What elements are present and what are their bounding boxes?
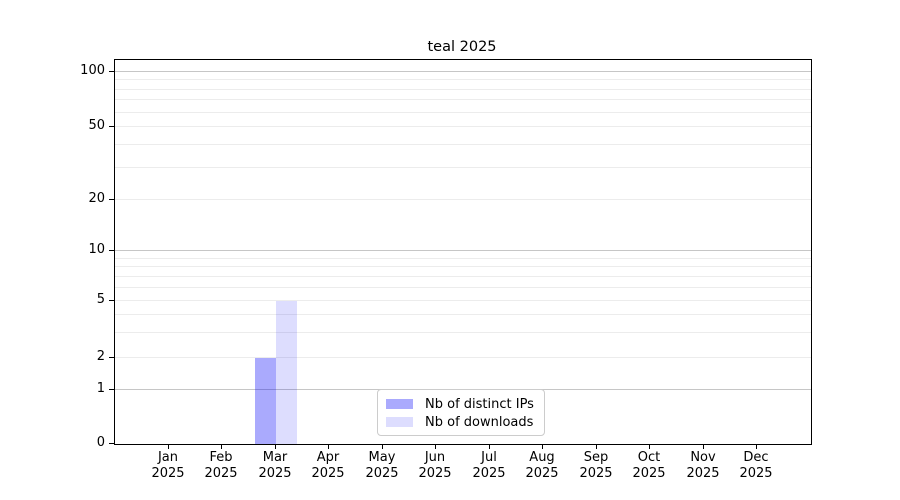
gridline-minor-3 (115, 332, 811, 333)
legend-row-distinct-ips: Nb of distinct IPs (386, 395, 536, 413)
x-tick-month-mar: Mar (262, 450, 288, 465)
x-tick-oct (649, 444, 650, 449)
x-tick-label-may: May 2025 (350, 450, 414, 482)
x-tick-year-jan: 2025 (151, 466, 185, 481)
x-tick-jun (435, 444, 436, 449)
x-tick-label-mar: Mar 2025 (243, 450, 307, 482)
y-tick-20 (109, 199, 114, 200)
gridline-minor-30 (115, 167, 811, 168)
x-tick-year-may: 2025 (365, 466, 399, 481)
x-tick-label-nov: Nov 2025 (671, 450, 735, 482)
x-tick-year-oct: 2025 (632, 466, 666, 481)
x-tick-year-mar: 2025 (258, 466, 292, 481)
legend-row-downloads: Nb of downloads (386, 413, 536, 431)
y-tick-5 (109, 300, 114, 301)
gridline-minor-5 (115, 300, 811, 301)
x-tick-year-sep: 2025 (579, 466, 613, 481)
gridline-minor-20 (115, 199, 811, 200)
x-tick-label-aug: Aug 2025 (510, 450, 574, 482)
chart-title: teal 2025 (427, 39, 497, 55)
legend-label-downloads: Nb of downloads (425, 414, 534, 430)
y-tick-1 (109, 389, 114, 390)
gridline-major-100 (115, 71, 811, 72)
x-tick-month-apr: Apr (316, 450, 340, 465)
x-tick-dec (756, 444, 757, 449)
x-tick-feb (221, 444, 222, 449)
gridline-minor-4 (115, 314, 811, 315)
gridline-minor-8 (115, 266, 811, 267)
x-tick-month-jul: Jul (481, 450, 497, 465)
y-tick-label-5: 5 (96, 292, 105, 307)
x-tick-label-jun: Jun 2025 (403, 450, 467, 482)
gridline-minor-7 (115, 276, 811, 277)
x-tick-may (382, 444, 383, 449)
bar-nb-of-downloads-mar (276, 301, 297, 444)
gridline-minor-70 (115, 99, 811, 100)
x-tick-year-nov: 2025 (686, 466, 720, 481)
x-tick-year-apr: 2025 (311, 466, 345, 481)
x-tick-month-may: May (368, 450, 396, 465)
y-tick-label-50: 50 (88, 118, 105, 133)
x-tick-month-feb: Feb (209, 450, 233, 465)
y-tick-2 (109, 357, 114, 358)
x-tick-month-aug: Aug (529, 450, 555, 465)
x-tick-jan (168, 444, 169, 449)
y-tick-50 (109, 126, 114, 127)
x-tick-apr (328, 444, 329, 449)
x-tick-year-aug: 2025 (525, 466, 559, 481)
legend-swatch-downloads (386, 417, 413, 427)
legend: Nb of distinct IPs Nb of downloads (377, 389, 545, 436)
x-tick-label-oct: Oct 2025 (617, 450, 681, 482)
plot-area (114, 59, 812, 445)
gridline-minor-90 (115, 79, 811, 80)
legend-label-distinct-ips: Nb of distinct IPs (425, 396, 534, 412)
x-tick-nov (703, 444, 704, 449)
bar-nb-of-distinct-ips-mar (255, 358, 276, 444)
y-tick-label-10: 10 (88, 242, 105, 257)
y-tick-0 (109, 443, 114, 444)
x-tick-aug (542, 444, 543, 449)
gridline-minor-60 (115, 112, 811, 113)
x-tick-month-jan: Jan (157, 450, 179, 465)
y-tick-label-100: 100 (80, 63, 105, 78)
y-tick-label-2: 2 (96, 349, 105, 364)
x-tick-month-dec: Dec (743, 450, 769, 465)
gridline-minor-80 (115, 89, 811, 90)
x-tick-sep (596, 444, 597, 449)
x-tick-month-jun: Jun (424, 450, 446, 465)
y-tick-label-1: 1 (96, 381, 105, 396)
x-tick-year-dec: 2025 (739, 466, 773, 481)
x-tick-month-sep: Sep (583, 450, 609, 465)
legend-swatch-distinct-ips (386, 399, 413, 409)
gridline-minor-6 (115, 287, 811, 288)
y-tick-label-20: 20 (88, 191, 105, 206)
x-tick-label-sep: Sep 2025 (564, 450, 628, 482)
y-tick-10 (109, 250, 114, 251)
x-tick-label-feb: Feb 2025 (189, 450, 253, 482)
y-tick-100 (109, 71, 114, 72)
gridline-major-10 (115, 250, 811, 251)
x-tick-mar (275, 444, 276, 449)
x-tick-jul (489, 444, 490, 449)
gridline-minor-9 (115, 258, 811, 259)
x-tick-year-jun: 2025 (418, 466, 452, 481)
gridline-minor-40 (115, 144, 811, 145)
x-tick-year-jul: 2025 (472, 466, 506, 481)
x-tick-month-oct: Oct (637, 450, 661, 465)
x-tick-label-apr: Apr 2025 (296, 450, 360, 482)
x-tick-year-feb: 2025 (204, 466, 238, 481)
x-tick-label-dec: Dec 2025 (724, 450, 788, 482)
x-tick-label-jul: Jul 2025 (457, 450, 521, 482)
gridline-minor-50 (115, 126, 811, 127)
gridline-minor-2 (115, 357, 811, 358)
y-tick-label-0: 0 (96, 435, 105, 450)
x-tick-label-jan: Jan 2025 (136, 450, 200, 482)
x-tick-month-nov: Nov (690, 450, 716, 465)
